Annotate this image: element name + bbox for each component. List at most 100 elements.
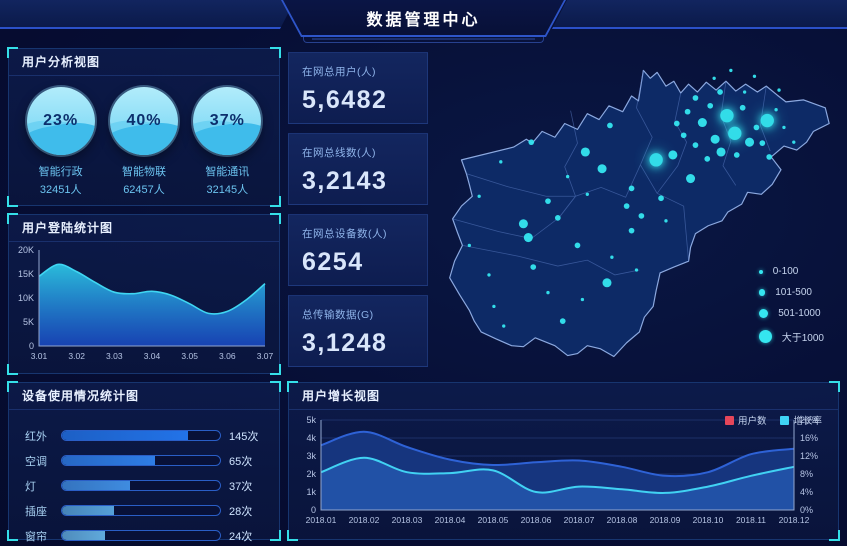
map-point (759, 140, 766, 147)
corner-bracket-tr (270, 47, 281, 58)
header-wing-left (0, 0, 295, 29)
device-label: 插座 (25, 505, 47, 518)
panel-title-device-usage: 设备使用情况统计图 (9, 383, 279, 410)
stat-value: 6254 (302, 248, 364, 276)
svg-text:10K: 10K (18, 293, 34, 303)
map-point (752, 74, 757, 78)
header-title-block: 数据管理中心 (283, 0, 564, 35)
map-point (717, 89, 723, 95)
map-point (704, 156, 711, 162)
stat-value: 5,6482 (302, 86, 388, 114)
district-borders (452, 70, 771, 276)
svg-text:2k: 2k (306, 469, 316, 479)
map-svg (449, 68, 830, 358)
header-decoration (303, 37, 544, 43)
corner-bracket-tr (270, 381, 281, 392)
liquid-gauge: 23% (26, 87, 95, 155)
device-bar-track (61, 480, 221, 491)
svg-text:0: 0 (311, 505, 316, 515)
map-point (492, 304, 496, 309)
map-point (729, 68, 733, 73)
device-bar-list: 红外 145次 空调 65次灯 37次 插座 28次 窗帘 24次 (9, 410, 279, 546)
gauge-percent: 40% (126, 112, 162, 129)
map-point (692, 95, 699, 101)
map-legend: 0-100 101-500 501-1000 大于1000 (758, 266, 824, 344)
map-point (502, 324, 506, 328)
map-legend-item: 大于1000 (758, 329, 824, 344)
svg-text:2018.05: 2018.05 (478, 515, 509, 525)
province-outline (449, 69, 830, 358)
map-point (634, 268, 639, 272)
svg-text:2018.07: 2018.07 (564, 515, 595, 525)
corner-bracket-tl (7, 213, 18, 224)
map-point (739, 104, 746, 111)
device-bar-fill (62, 456, 156, 465)
stat-card: 在网总线数(人) 3,2143 (288, 133, 428, 205)
svg-text:3.02: 3.02 (68, 351, 85, 361)
svg-text:3.07: 3.07 (257, 351, 274, 361)
map-point (658, 195, 664, 202)
device-label: 空调 (25, 455, 47, 468)
stat-value: 3,1248 (302, 329, 388, 357)
legend-item-users[interactable]: 用户数 (724, 413, 766, 427)
device-bar-track (61, 430, 221, 441)
legend-label: 101-500 (775, 287, 812, 298)
svg-text:4k: 4k (306, 433, 316, 443)
map-point (720, 108, 734, 123)
map-point (610, 255, 614, 259)
device-bar-track (61, 530, 221, 541)
device-bar-track (61, 455, 221, 466)
map-point (523, 233, 533, 243)
map-point (766, 154, 773, 160)
growth-legend: 用户数 增长率 (724, 413, 822, 427)
device-label: 灯 (25, 480, 36, 493)
device-bar-fill (62, 431, 189, 440)
device-usage-row: 红外 145次 (25, 423, 263, 448)
svg-text:20%: 20% (800, 415, 818, 425)
svg-text:2018.10: 2018.10 (693, 515, 724, 525)
login-area-chart: 0 5K 10K 15K 20K 3.01 3.02 3.03 3.04 3.05 3.06 3.07 (18, 245, 274, 361)
svg-text:2018.04: 2018.04 (435, 515, 466, 525)
device-value: 65次 (229, 455, 253, 468)
svg-text:2018.09: 2018.09 (650, 515, 681, 525)
svg-text:2018.02: 2018.02 (349, 515, 380, 525)
gauge-count: 62457人 (123, 184, 165, 196)
corner-bracket-bl (287, 530, 298, 541)
svg-text:2018.12: 2018.12 (779, 515, 810, 525)
device-usage-row: 灯 37次 (25, 473, 263, 498)
svg-text:3.06: 3.06 (219, 351, 236, 361)
page-title: 数据管理中心 (366, 11, 481, 29)
gauge-label: 智能行政 (38, 166, 83, 178)
map-point (733, 152, 740, 158)
device-usage-row: 空调 65次 (25, 448, 263, 473)
gauge-label: 智能通讯 (205, 166, 250, 178)
corner-bracket-br (270, 196, 281, 207)
svg-text:2018.06: 2018.06 (521, 515, 552, 525)
stat-label: 在网总用户(人) (302, 66, 376, 78)
legend-label: 501-1000 (778, 308, 821, 319)
corner-bracket-tl (7, 47, 18, 58)
svg-text:2018.11: 2018.11 (736, 515, 766, 525)
gauge-count: 32145人 (206, 184, 249, 196)
gauge: 23% 智能行政 32451人 (20, 87, 102, 197)
map-point (692, 142, 699, 148)
map-point (477, 194, 481, 198)
svg-text:1k: 1k (306, 487, 316, 497)
panel-title-user-analysis: 用户分析视图 (9, 49, 279, 76)
corner-bracket-tl (7, 381, 18, 392)
map-point (638, 213, 645, 219)
svg-text:5K: 5K (23, 317, 34, 327)
legend-item-growth-rate[interactable]: 增长率 (780, 413, 822, 427)
svg-text:16%: 16% (800, 433, 818, 443)
svg-text:20K: 20K (18, 245, 34, 255)
corner-bracket-br (270, 364, 281, 375)
stat-label: 总传输数据(G) (302, 309, 374, 321)
panel-user-analysis: 用户分析视图 23% 智能行政 32451人 40% 智能物联 62457人 37% 智能通讯… (7, 47, 281, 207)
map-legend-item: 0-100 (758, 266, 824, 277)
map-point (580, 147, 590, 157)
legend-dot (758, 289, 766, 296)
corner-bracket-bl (7, 364, 18, 375)
map-point (668, 150, 678, 160)
corner-bracket-br (829, 530, 840, 541)
map-point (597, 164, 607, 174)
